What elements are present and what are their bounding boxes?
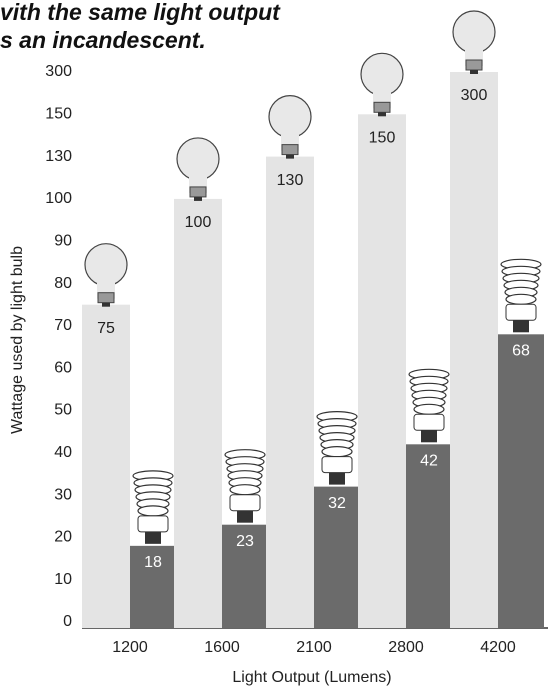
value-label: 68 [512,343,530,360]
y-tick-label: 0 [63,613,72,630]
x-tick-label: 2100 [296,639,332,656]
cfl-icon [145,531,161,544]
value-label: 100 [185,214,212,231]
bulb-icon [281,144,299,156]
cfl-icon [229,484,261,496]
x-tick-label: 2800 [388,639,424,656]
bar [358,114,406,629]
x-tick-label: 1200 [112,639,148,656]
bulb-icon [465,59,483,71]
y-tick-label: 130 [45,148,72,165]
bulb-icon [84,243,128,287]
bar [406,444,452,628]
bar [130,545,176,628]
bar [314,486,360,628]
cfl-icon [137,505,169,517]
cfl-icon [137,515,169,533]
bulb-icon [360,52,404,96]
cfl-icon [413,403,445,415]
y-tick-label: 50 [54,402,72,419]
cfl-icon [229,494,261,512]
cfl-icon [505,293,537,305]
cfl-icon [505,303,537,321]
bulb-icon [378,112,386,117]
value-label: 23 [236,533,254,550]
cfl-icon [421,430,437,443]
cfl-icon [329,472,345,485]
bar [266,156,314,628]
bulb-icon [102,302,110,307]
bulb-icon [470,70,478,74]
bulb-icon [189,186,207,198]
bar [174,198,222,628]
bar [498,334,544,628]
chart-title: vith the same light output [0,0,281,25]
chart-title: s an incandescent. [0,27,206,53]
x-tick-label: 4200 [480,639,516,656]
value-label: 75 [97,320,115,337]
y-tick-label: 60 [54,359,72,376]
value-label: 300 [461,87,488,104]
value-label: 18 [144,554,162,571]
bulb-icon [176,137,220,181]
cfl-icon [513,320,529,333]
bulb-icon [194,196,202,201]
cfl-icon [321,456,353,474]
x-tick-label: 1600 [204,639,240,656]
bulb-icon [373,101,391,113]
y-tick-label: 300 [45,63,72,80]
x-axis-label: Light Output (Lumens) [232,669,391,686]
y-tick-label: 150 [45,106,72,123]
value-label: 150 [369,130,396,147]
value-label: 130 [277,172,304,189]
value-label: 32 [328,495,346,512]
y-tick-label: 100 [45,190,72,207]
bulb-icon [452,10,496,54]
y-tick-label: 10 [54,571,72,588]
value-label: 42 [420,453,438,470]
cfl-icon [237,510,253,523]
y-tick-label: 90 [54,232,72,249]
bulb-icon [268,95,312,139]
y-tick-label: 20 [54,529,72,546]
bulb-icon [286,154,294,159]
cfl-icon [413,413,445,431]
bulb-icon [97,292,115,304]
y-tick-label: 40 [54,444,72,461]
bar [222,524,268,628]
y-tick-label: 80 [54,275,72,292]
y-axis-label: Wattage used by light bulb [9,246,26,434]
bar [450,72,498,628]
y-tick-label: 70 [54,317,72,334]
cfl-icon [321,446,353,458]
bar [82,304,130,628]
y-tick-label: 30 [54,486,72,503]
